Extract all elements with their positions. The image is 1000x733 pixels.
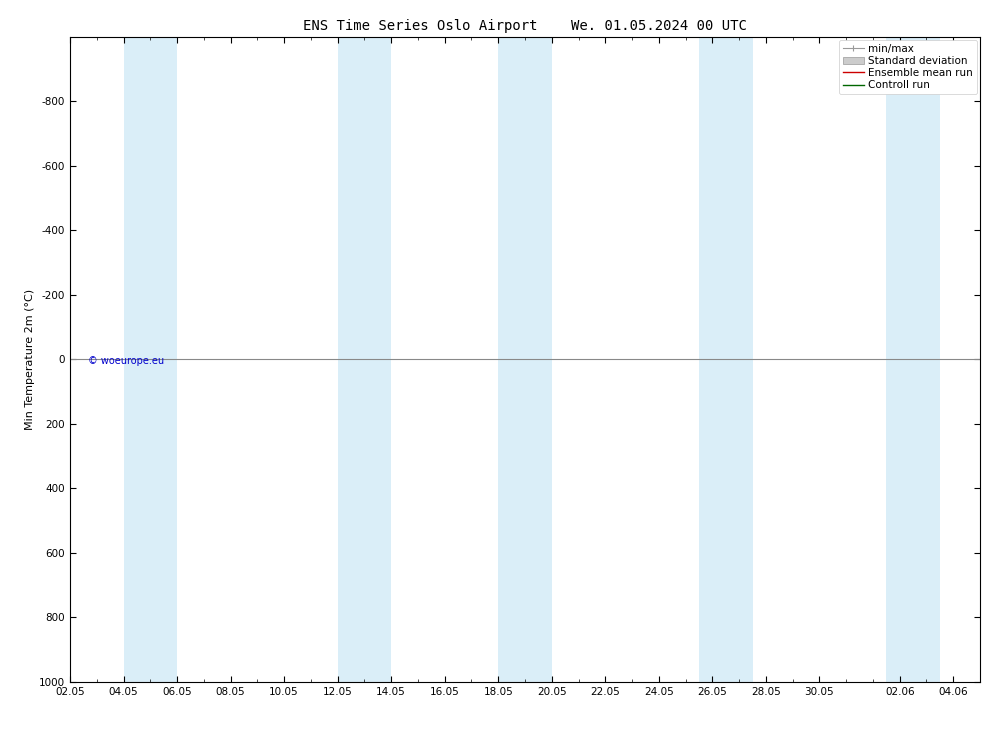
Y-axis label: Min Temperature 2m (°C): Min Temperature 2m (°C) bbox=[25, 289, 35, 430]
Bar bbox=[699, 37, 753, 682]
Legend: min/max, Standard deviation, Ensemble mean run, Controll run: min/max, Standard deviation, Ensemble me… bbox=[839, 40, 977, 95]
Bar bbox=[124, 37, 177, 682]
Text: © woeurope.eu: © woeurope.eu bbox=[88, 356, 164, 366]
Bar bbox=[498, 37, 552, 682]
Title: ENS Time Series Oslo Airport    We. 01.05.2024 00 UTC: ENS Time Series Oslo Airport We. 01.05.2… bbox=[303, 19, 747, 33]
Bar bbox=[338, 37, 391, 682]
Bar bbox=[886, 37, 940, 682]
